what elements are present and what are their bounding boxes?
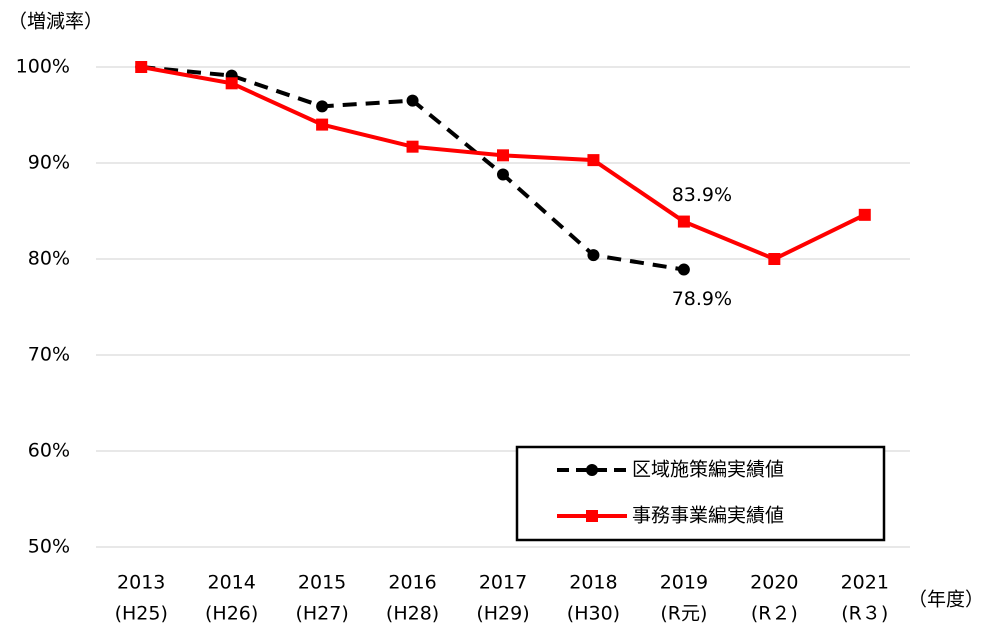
point: [677, 263, 690, 276]
y-tick-label: 100%: [16, 56, 70, 78]
x-tick-label: 2013: [117, 572, 165, 594]
x-tick-label: 2021: [841, 572, 889, 594]
x-tick-label: 2018: [569, 572, 617, 594]
x-tick-sublabel: (H27): [295, 603, 348, 625]
x-tick-sublabel: (H29): [476, 603, 529, 625]
x-tick-sublabel: (H30): [567, 603, 620, 625]
x-tick-label: 2020: [750, 572, 798, 594]
point: [225, 77, 238, 90]
point: [858, 208, 871, 221]
point: [316, 100, 329, 113]
y-axis-label: （増減率）: [8, 11, 103, 33]
x-tick-sublabel: (R元): [660, 603, 707, 625]
y-tick-label: 90%: [28, 152, 70, 174]
point: [768, 253, 781, 265]
legend-label: 事務事業編実績値: [632, 505, 784, 527]
point: [497, 149, 509, 162]
x-tick-sublabel: (R３): [841, 603, 888, 625]
x-tick-label: 2019: [660, 572, 708, 594]
x-tick-label: 2014: [207, 572, 255, 594]
y-tick-label: 70%: [28, 344, 70, 366]
x-tick-sublabel: (H28): [386, 603, 439, 625]
legend-label: 区域施策編実績値: [632, 459, 784, 481]
point: [587, 249, 600, 262]
data-label: 78.9%: [672, 288, 732, 310]
x-axis-label: （年度）: [908, 589, 984, 611]
y-tick-label: 80%: [28, 248, 70, 270]
point: [586, 510, 598, 522]
x-tick-sublabel: (R２): [751, 603, 798, 625]
point: [677, 215, 690, 228]
point: [406, 94, 419, 107]
point: [406, 140, 419, 153]
y-tick-label: 50%: [28, 536, 70, 558]
data-label: 83.9%: [672, 184, 732, 206]
y-tick-label: 60%: [28, 440, 70, 462]
x-tick-sublabel: (H26): [205, 603, 258, 625]
point: [497, 168, 509, 181]
x-tick-label: 2015: [298, 572, 346, 594]
point: [135, 61, 148, 73]
point: [316, 118, 329, 131]
x-tick-label: 2016: [388, 572, 436, 594]
point: [587, 154, 600, 167]
x-tick-label: 2017: [479, 572, 527, 594]
point: [586, 464, 598, 476]
legend-box: [515, 445, 886, 542]
x-tick-sublabel: (H25): [115, 603, 168, 625]
